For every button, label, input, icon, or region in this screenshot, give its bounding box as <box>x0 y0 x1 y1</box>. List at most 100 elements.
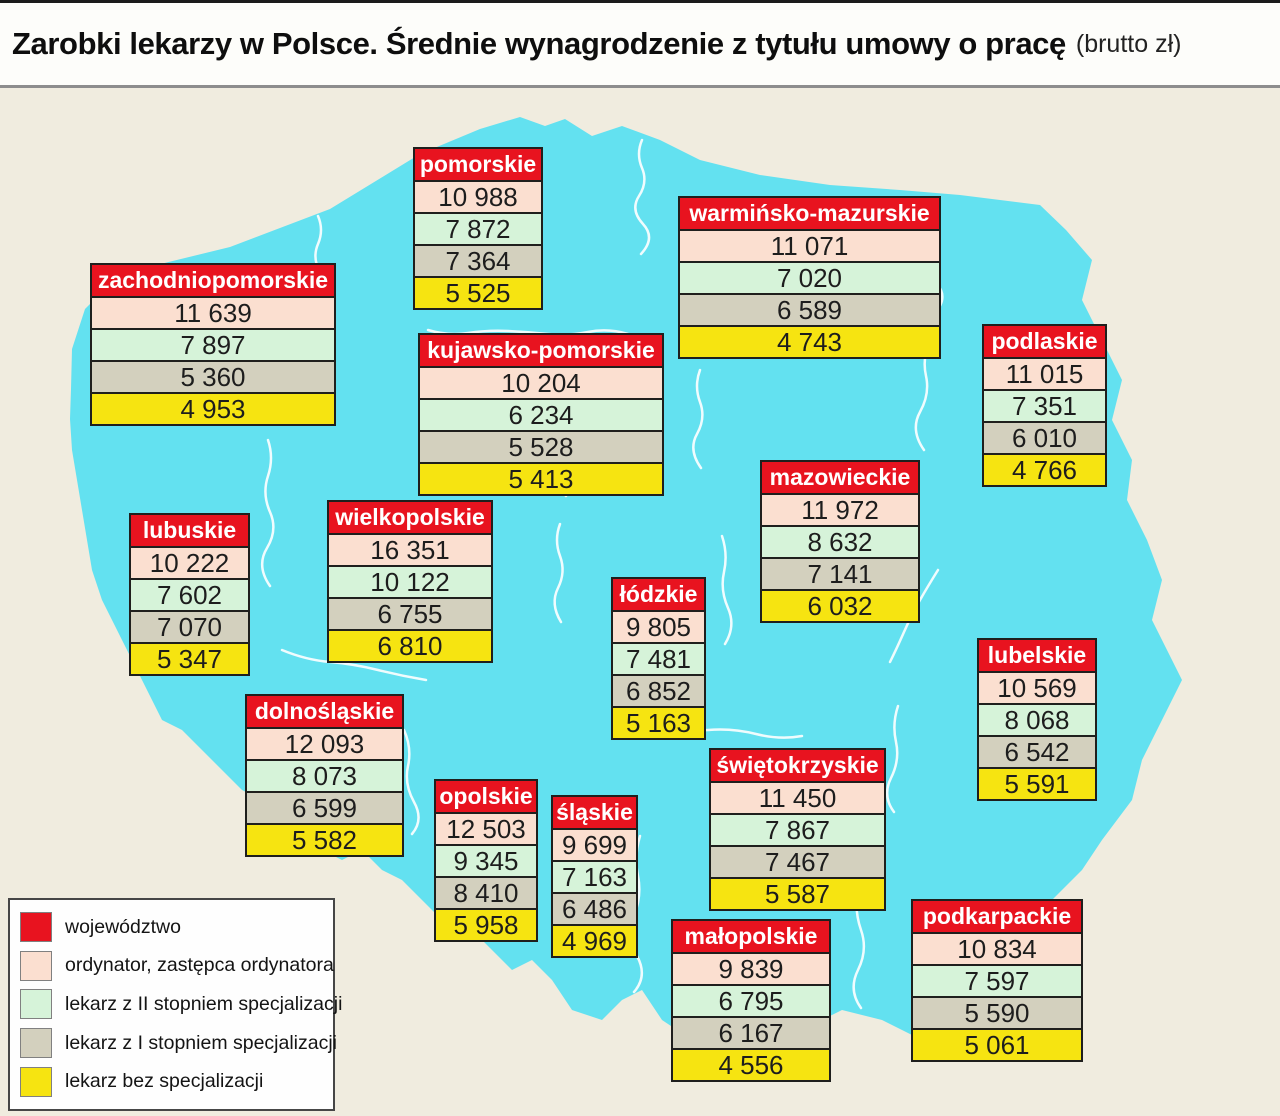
salary-specialist-ii: 10 122 <box>329 567 491 599</box>
salary-no-specialization: 4 766 <box>984 455 1105 485</box>
salary-specialist-i: 7 467 <box>711 847 884 879</box>
salary-ordynator: 10 569 <box>979 673 1095 705</box>
salary-specialist-ii: 8 632 <box>762 527 918 559</box>
salary-ordynator: 11 972 <box>762 495 918 527</box>
salary-specialist-ii: 7 020 <box>680 263 939 295</box>
title-suffix: (brutto zł) <box>1075 29 1182 58</box>
region-name: podkarpackie <box>913 901 1081 934</box>
salary-specialist-i: 5 528 <box>420 432 662 464</box>
salary-specialist-ii: 6 795 <box>673 986 829 1018</box>
salary-ordynator: 16 351 <box>329 535 491 567</box>
salary-no-specialization: 6 810 <box>329 631 491 661</box>
salary-specialist-ii: 8 073 <box>247 761 402 793</box>
region-table-mazowieckie: mazowieckie 11 972 8 632 7 141 6 032 <box>760 460 920 623</box>
legend-swatch-red <box>20 912 52 943</box>
salary-no-specialization: 4 556 <box>673 1050 829 1080</box>
page-title: Zarobki lekarzy w Polsce. Średnie wynagr… <box>0 0 1280 88</box>
salary-ordynator: 9 699 <box>553 830 636 862</box>
salary-no-specialization: 4 969 <box>553 926 636 956</box>
salary-no-specialization: 4 953 <box>92 394 334 424</box>
legend-item-specialist-i: lekarz z I stopniem specjalizacji <box>20 1028 337 1059</box>
salary-ordynator: 9 839 <box>673 954 829 986</box>
region-table-swietokrzyskie: świętokrzyskie 11 450 7 867 7 467 5 587 <box>709 748 886 911</box>
salary-no-specialization: 5 061 <box>913 1030 1081 1060</box>
region-table-lubuskie: lubuskie 10 222 7 602 7 070 5 347 <box>129 513 250 676</box>
region-table-pomorskie: pomorskie 10 988 7 872 7 364 5 525 <box>413 147 543 310</box>
legend-label: województwo <box>65 915 181 938</box>
salary-no-specialization: 5 525 <box>415 278 541 308</box>
salary-specialist-ii: 7 602 <box>131 580 248 612</box>
salary-specialist-i: 5 360 <box>92 362 334 394</box>
region-name: mazowieckie <box>762 462 918 495</box>
region-name: kujawsko-pomorskie <box>420 335 662 368</box>
salary-no-specialization: 5 587 <box>711 879 884 909</box>
region-table-podkarpackie: podkarpackie 10 834 7 597 5 590 5 061 <box>911 899 1083 1062</box>
salary-specialist-i: 6 589 <box>680 295 939 327</box>
legend-item-specialist-ii: lekarz z II stopniem specjalizacji <box>20 989 342 1020</box>
salary-no-specialization: 5 582 <box>247 825 402 855</box>
region-table-lodzkie: łódzkie 9 805 7 481 6 852 5 163 <box>611 577 706 740</box>
region-table-kujawsko-pomorskie: kujawsko-pomorskie 10 204 6 234 5 528 5 … <box>418 333 664 496</box>
legend-item-ordynator: ordynator, zastępca ordynatora <box>20 950 334 981</box>
region-name: lubuskie <box>131 515 248 548</box>
salary-specialist-i: 6 542 <box>979 737 1095 769</box>
salary-ordynator: 10 988 <box>415 182 541 214</box>
region-table-podlaskie: podlaskie 11 015 7 351 6 010 4 766 <box>982 324 1107 487</box>
salary-no-specialization: 5 591 <box>979 769 1095 799</box>
legend-swatch-pink <box>20 950 52 981</box>
salary-specialist-ii: 7 163 <box>553 862 636 894</box>
salary-ordynator: 11 015 <box>984 359 1105 391</box>
salary-ordynator: 12 503 <box>436 814 536 846</box>
legend-item-no-specialization: lekarz bez specjalizacji <box>20 1066 323 1097</box>
region-table-zachodniopomorskie: zachodniopomorskie 11 639 7 897 5 360 4 … <box>90 263 336 426</box>
salary-specialist-ii: 8 068 <box>979 705 1095 737</box>
salary-specialist-ii: 7 872 <box>415 214 541 246</box>
region-name: łódzkie <box>613 579 704 612</box>
region-name: dolnośląskie <box>247 696 402 729</box>
salary-specialist-ii: 7 867 <box>711 815 884 847</box>
salary-no-specialization: 5 347 <box>131 644 248 674</box>
salary-no-specialization: 5 413 <box>420 464 662 494</box>
region-table-opolskie: opolskie 12 503 9 345 8 410 5 958 <box>434 779 538 942</box>
legend-swatch-yellow <box>20 1066 52 1097</box>
salary-specialist-i: 6 755 <box>329 599 491 631</box>
salary-no-specialization: 4 743 <box>680 327 939 357</box>
region-name: pomorskie <box>415 149 541 182</box>
salary-specialist-ii: 9 345 <box>436 846 536 878</box>
legend-label: ordynator, zastępca ordynatora <box>65 954 334 977</box>
region-table-wielkopolskie: wielkopolskie 16 351 10 122 6 755 6 810 <box>327 500 493 663</box>
salary-no-specialization: 5 163 <box>613 708 704 738</box>
salary-specialist-ii: 7 481 <box>613 644 704 676</box>
region-table-warminsko-mazurskie: warmińsko-mazurskie 11 071 7 020 6 589 4… <box>678 196 941 359</box>
legend-label: lekarz bez specjalizacji <box>65 1070 264 1093</box>
region-name: podlaskie <box>984 326 1105 359</box>
region-name: lubelskie <box>979 640 1095 673</box>
legend-label: lekarz z I stopniem specjalizacji <box>65 1031 338 1054</box>
legend-item-wojewodztwo: województwo <box>20 912 323 943</box>
region-table-slaskie: śląskie 9 699 7 163 6 486 4 969 <box>551 795 638 958</box>
region-name: wielkopolskie <box>329 502 491 535</box>
salary-specialist-ii: 6 234 <box>420 400 662 432</box>
region-table-dolnoslaskie: dolnośląskie 12 093 8 073 6 599 5 582 <box>245 694 404 857</box>
salary-specialist-i: 5 590 <box>913 998 1081 1030</box>
salary-ordynator: 10 834 <box>913 934 1081 966</box>
salary-no-specialization: 6 032 <box>762 591 918 621</box>
title-main: Zarobki lekarzy w Polsce. Średnie wynagr… <box>12 26 1066 61</box>
salary-no-specialization: 5 958 <box>436 910 536 940</box>
salary-specialist-i: 6 167 <box>673 1018 829 1050</box>
region-name: zachodniopomorskie <box>92 265 334 298</box>
region-name: warmińsko-mazurskie <box>680 198 939 231</box>
legend-swatch-gray <box>20 1028 52 1059</box>
salary-specialist-i: 7 141 <box>762 559 918 591</box>
region-name: świętokrzyskie <box>711 750 884 783</box>
salary-specialist-ii: 7 597 <box>913 966 1081 998</box>
salary-specialist-i: 8 410 <box>436 878 536 910</box>
salary-ordynator: 10 222 <box>131 548 248 580</box>
salary-ordynator: 11 639 <box>92 298 334 330</box>
salary-ordynator: 9 805 <box>613 612 704 644</box>
salary-ordynator: 12 093 <box>247 729 402 761</box>
salary-specialist-ii: 7 351 <box>984 391 1105 423</box>
salary-specialist-i: 6 852 <box>613 676 704 708</box>
region-name: śląskie <box>553 797 636 830</box>
salary-ordynator: 11 071 <box>680 231 939 263</box>
